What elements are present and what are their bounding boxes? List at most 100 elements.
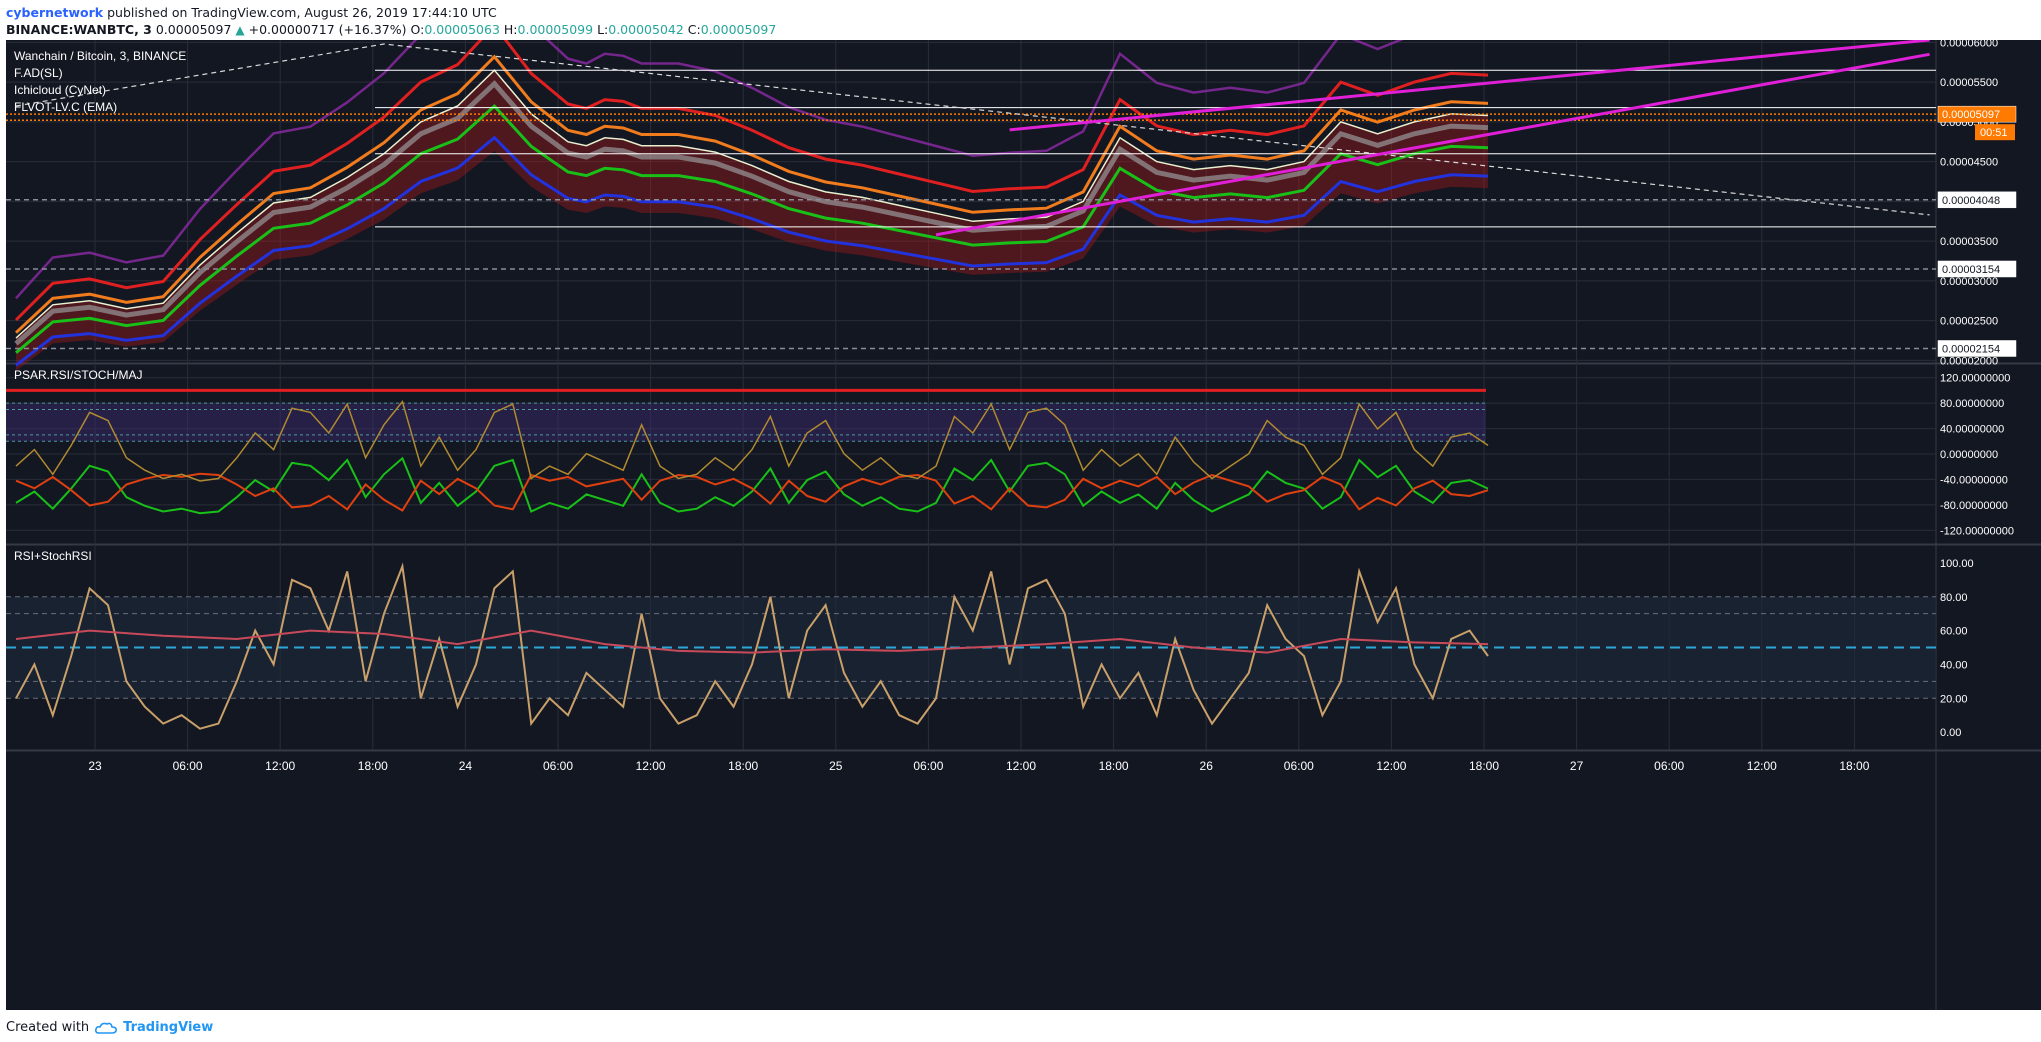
x-tick-label: 18:00 [1099, 759, 1129, 773]
x-tick-label: 18:00 [1469, 759, 1499, 773]
time-axis[interactable]: 23 06:00 12:00 18:00 24 06:00 12:00 18:00 25 06:0… [88, 759, 1869, 773]
level-label-box [1937, 260, 2017, 278]
publish-info: published on TradingView.com, August 26,… [107, 5, 497, 20]
x-tick-label: 12:00 [1006, 759, 1036, 773]
x-tick-label: 06:00 [543, 759, 573, 773]
x-tick-label: 18:00 [1839, 759, 1869, 773]
ohlc-line: BINANCE:WANBTC, 3 0.00005097 ▲ +0.000007… [6, 21, 776, 39]
y-tick-label: -40.00000000 [1940, 474, 2008, 486]
level-label: 0.00003154 [1942, 264, 2000, 276]
level-label: 0.00002154 [1942, 343, 2000, 355]
orange-band-line [14, 54, 1489, 334]
last-price-label: 0.00005097 [1942, 109, 2000, 121]
y-tick-label: 0.00 [1940, 727, 1961, 739]
price-axis[interactable]: 0.000060000.000055000.000050000.00004500… [1937, 40, 2017, 739]
main-legend-indicator: F.AD(SL) [14, 66, 63, 80]
grey-band-line [14, 80, 1489, 346]
rsi-line [15, 562, 1489, 730]
close-value: 0.00005097 [700, 22, 777, 37]
y-tick-label: 0.00003500 [1940, 236, 1998, 248]
rsi-pane[interactable] [6, 562, 1936, 730]
symbol-label: BINANCE:WANBTC, 3 [6, 22, 152, 37]
y-tick-label: 100.00 [1940, 558, 1974, 570]
psar-stoch-line [15, 399, 1489, 482]
x-tick-label: 27 [1570, 759, 1584, 773]
last-price-label-box [1937, 105, 2017, 123]
footer: Created with TradingView [6, 1017, 213, 1039]
chart-canvas[interactable]: 0.000060000.000055000.000050000.00004500… [0, 40, 2041, 1016]
heat-fill [16, 70, 1488, 371]
y-tick-label: -80.00000000 [1940, 500, 2008, 512]
x-tick-label: 18:00 [728, 759, 758, 773]
last-price: 0.00005097 [155, 22, 232, 37]
psar-legend-title: PSAR.RSI/STOCH/MAJ [14, 368, 142, 382]
y-tick-label: 80.00 [1940, 592, 1968, 604]
x-tick-label: 18:00 [358, 759, 388, 773]
x-tick-label: 23 [88, 759, 102, 773]
y-tick-label: 0.00006000 [1940, 40, 1998, 49]
y-tick-label: 0.00002000 [1940, 355, 1998, 367]
price-change: +0.00000717 (+16.37%) [248, 22, 407, 37]
low-value: 0.00005042 [608, 22, 684, 37]
y-tick-label: 80.00000000 [1940, 398, 2004, 410]
y-tick-label: -120.00000000 [1940, 525, 2014, 537]
x-tick-label: 06:00 [173, 759, 203, 773]
x-tick-label: 06:00 [1654, 759, 1684, 773]
y-tick-label: 0.00005500 [1940, 77, 1998, 89]
y-tick-label: 0.00000000 [1940, 449, 1998, 461]
y-tick-label: 0.00002500 [1940, 316, 1998, 328]
main-legend-title: Wanchain / Bitcoin, 3, BINANCE [14, 49, 186, 63]
main-pane[interactable] [6, 40, 1936, 371]
x-tick-label: 12:00 [636, 759, 666, 773]
level-label: 0.00004048 [1942, 195, 2000, 207]
blue-band-line [15, 135, 1489, 367]
countdown-label: 00:51 [1980, 127, 2008, 139]
x-tick-label: 12:00 [1747, 759, 1777, 773]
open-value: 0.00005063 [424, 22, 500, 37]
y-tick-label: 0.00003000 [1940, 276, 1998, 288]
level-label-box [1937, 191, 2017, 209]
tradingview-brand[interactable]: TradingView [123, 1020, 214, 1035]
price-line [15, 69, 1489, 339]
red-band-line [14, 40, 1489, 322]
x-tick-label: 06:00 [1284, 759, 1314, 773]
legends: Wanchain / Bitcoin, 3, BINANCE F.AD(SL) Ic… [14, 49, 186, 563]
level-label-box [1937, 340, 2017, 357]
main-legend-indicator: Ichicloud (CyNet) [14, 83, 106, 97]
close-label: C: [687, 22, 701, 37]
x-tick-label: 25 [829, 759, 843, 773]
countdown-box [1975, 124, 2015, 141]
magenta-trendline [1009, 40, 1930, 132]
y-tick-label: 40.00000000 [1940, 424, 2004, 436]
y-tick-label: 40.00 [1940, 659, 1968, 671]
high-label: H: [503, 22, 518, 37]
x-tick-label: 12:00 [265, 759, 295, 773]
x-tick-label: 06:00 [913, 759, 943, 773]
purple-band-line [15, 40, 1404, 300]
dashed-trendline [15, 43, 1930, 216]
chart-header: cybernetwork published on TradingView.co… [6, 4, 776, 40]
tradingview-cloud-icon [95, 1022, 118, 1034]
rsi-legend-title: RSI+StochRSI [14, 549, 92, 563]
x-tick-label: 26 [1200, 759, 1214, 773]
created-with-label: Created with [6, 1020, 90, 1035]
high-value: 0.00005099 [517, 22, 594, 37]
green-band-line [15, 103, 1489, 354]
stochrsi-line [15, 629, 1489, 654]
magenta-trendline [935, 52, 1930, 237]
open-label: O: [410, 22, 425, 37]
up-triangle-icon: ▲ [235, 23, 245, 37]
x-tick-label: 24 [459, 759, 473, 773]
psar-pane[interactable] [6, 388, 1489, 515]
psar-band [6, 403, 1486, 442]
publish-line: cybernetwork published on TradingView.co… [6, 4, 776, 21]
x-tick-label: 12:00 [1376, 759, 1406, 773]
psar-oscillator-line [15, 456, 1489, 515]
main-legend-indicator: FLVOT-LV.C (EMA) [14, 100, 117, 114]
low-label: L: [597, 22, 609, 37]
chart-background [6, 40, 2041, 1010]
y-tick-label: 0.00004500 [1940, 157, 1998, 169]
author-link[interactable]: cybernetwork [6, 5, 104, 20]
y-tick-label: 60.00 [1940, 626, 1968, 638]
y-tick-label: 120.00000000 [1940, 373, 2010, 385]
